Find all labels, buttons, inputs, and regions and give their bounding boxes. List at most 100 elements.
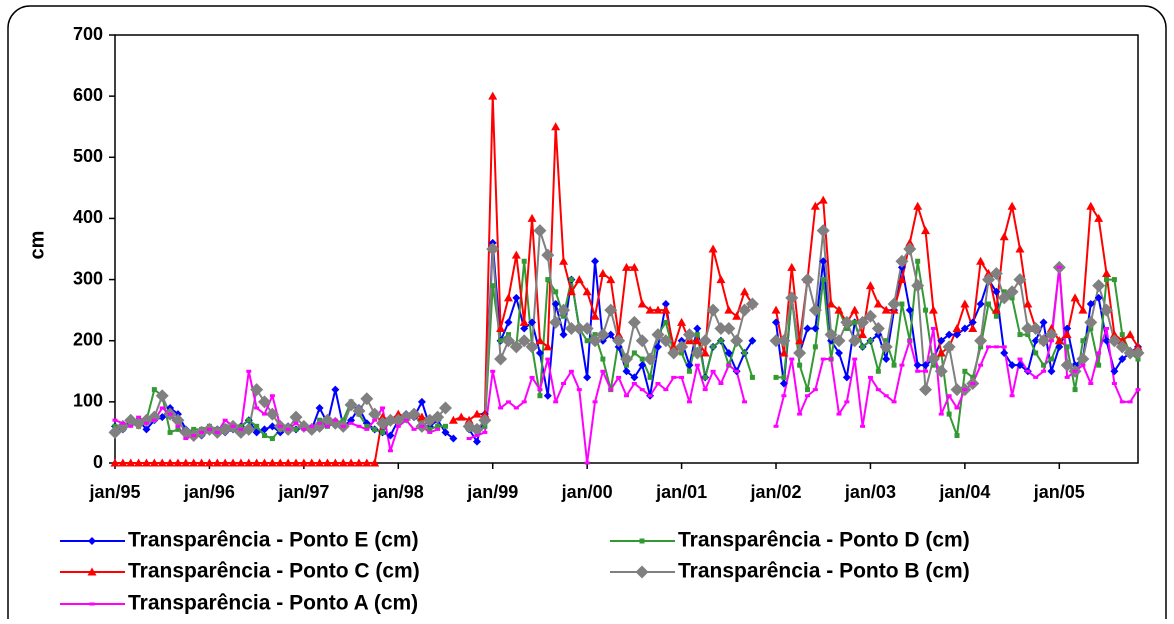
marker (220, 458, 230, 467)
marker (667, 346, 681, 360)
marker (142, 425, 151, 434)
marker (635, 334, 649, 348)
marker (315, 403, 324, 412)
marker (875, 388, 881, 392)
marker (779, 379, 788, 388)
plot-area (114, 34, 1139, 464)
marker (254, 406, 260, 410)
marker (368, 407, 382, 421)
marker (470, 422, 484, 436)
marker (1031, 336, 1040, 345)
marker (1076, 352, 1090, 366)
marker (448, 415, 458, 424)
legend-label: Transparência - Ponto C (cm) (128, 560, 420, 583)
marker (535, 336, 545, 345)
marker (417, 397, 426, 406)
marker (486, 242, 500, 256)
marker (647, 394, 653, 398)
marker (1007, 201, 1017, 210)
marker (858, 330, 868, 339)
marker (505, 400, 511, 404)
marker (525, 340, 539, 354)
legend-label: Transparência - Ponto A (cm) (128, 592, 418, 615)
marker (881, 305, 891, 314)
marker (631, 382, 637, 386)
marker (659, 334, 673, 348)
marker (441, 428, 450, 437)
marker (882, 355, 891, 364)
marker (1025, 369, 1031, 373)
marker (722, 321, 736, 335)
marker (811, 324, 820, 333)
marker (1110, 367, 1119, 376)
marker (151, 418, 157, 422)
marker (921, 361, 930, 370)
marker (1029, 321, 1043, 335)
x-tick-label: jan/98 (372, 482, 424, 502)
marker (919, 383, 933, 397)
legend-label: Transparência - Ponto B (cm) (678, 560, 970, 583)
marker (269, 436, 275, 442)
marker (992, 287, 1001, 296)
marker (252, 428, 261, 437)
marker (204, 458, 214, 467)
marker (1039, 318, 1048, 327)
marker (1017, 332, 1023, 338)
marker (686, 368, 692, 374)
marker (1048, 356, 1054, 362)
marker (519, 317, 529, 326)
marker (772, 318, 781, 327)
marker (512, 293, 521, 302)
marker (511, 250, 521, 259)
marker (714, 321, 728, 335)
marker (566, 287, 576, 296)
marker (905, 238, 915, 247)
marker (639, 538, 645, 544)
marker (136, 415, 142, 419)
y-tick-label: 0 (93, 452, 103, 472)
marker (1104, 326, 1110, 330)
marker (1047, 367, 1056, 376)
marker (268, 422, 277, 431)
marker (606, 275, 616, 284)
marker (1111, 277, 1117, 283)
marker (671, 375, 677, 379)
marker (1064, 375, 1070, 379)
marker (372, 418, 378, 422)
marker (427, 426, 433, 432)
marker (1092, 279, 1106, 293)
marker (804, 387, 810, 393)
marker (480, 409, 490, 418)
marker (372, 426, 378, 432)
marker (346, 458, 356, 467)
marker (997, 291, 1011, 305)
marker (653, 342, 662, 351)
marker (559, 256, 569, 265)
marker (793, 346, 807, 360)
marker (785, 291, 799, 305)
marker (141, 458, 151, 467)
marker (1008, 361, 1017, 370)
marker (936, 348, 946, 357)
marker (702, 388, 708, 392)
marker (293, 426, 299, 432)
marker (661, 305, 671, 314)
marker (543, 342, 553, 351)
marker (291, 458, 301, 467)
marker (863, 309, 877, 323)
marker (541, 248, 555, 262)
marker (773, 374, 779, 380)
marker (568, 277, 574, 283)
marker (1055, 342, 1064, 351)
marker (1080, 363, 1086, 367)
marker (157, 458, 167, 467)
marker (834, 305, 844, 314)
marker (718, 338, 724, 344)
marker (517, 334, 531, 348)
marker (962, 368, 968, 374)
marker (686, 400, 692, 404)
marker (590, 311, 600, 320)
marker (551, 300, 560, 309)
marker (1086, 201, 1096, 210)
marker (724, 348, 733, 357)
